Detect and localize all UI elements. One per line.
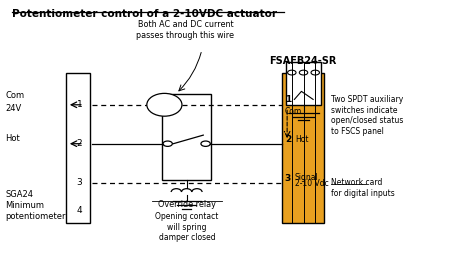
Text: 1: 1 [76,100,82,109]
Text: Both AC and DC current
passes through this wire: Both AC and DC current passes through th… [137,20,235,40]
Bar [162,94,211,180]
Text: 2-10 Vdc: 2-10 Vdc [295,179,328,189]
Text: 1: 1 [285,95,291,104]
Text: potentiometer: potentiometer [5,212,65,221]
Text: Potentiometer control of a 2-10VDC actuator: Potentiometer control of a 2-10VDC actua… [12,10,277,19]
Text: Override relay: Override relay [158,200,216,209]
Text: 2: 2 [285,135,291,144]
Text: Com: Com [5,91,24,100]
Bar [66,73,91,223]
Text: 2: 2 [77,139,82,148]
Text: for digital inputs: for digital inputs [331,189,394,198]
Ellipse shape [147,93,182,116]
Text: Network card: Network card [331,178,382,187]
Bar [282,73,324,223]
Text: Hot: Hot [5,134,20,143]
Text: 4: 4 [77,206,82,215]
Text: 3: 3 [76,178,82,187]
Text: Signal: Signal [295,173,319,182]
Text: 24V: 24V [5,104,21,113]
Text: Com: Com [285,107,302,116]
Bar [286,62,321,105]
Text: SGA24: SGA24 [5,190,33,199]
Text: Two SPDT auxiliary
switches indicate
open/closed status
to FSCS panel: Two SPDT auxiliary switches indicate ope… [331,95,403,136]
Text: Minimum: Minimum [5,201,44,210]
Text: Opening contact
will spring
damper closed: Opening contact will spring damper close… [155,212,219,242]
Text: FSAFB24-SR: FSAFB24-SR [269,56,336,66]
Text: Hot: Hot [296,135,309,144]
Text: 3: 3 [285,174,291,183]
